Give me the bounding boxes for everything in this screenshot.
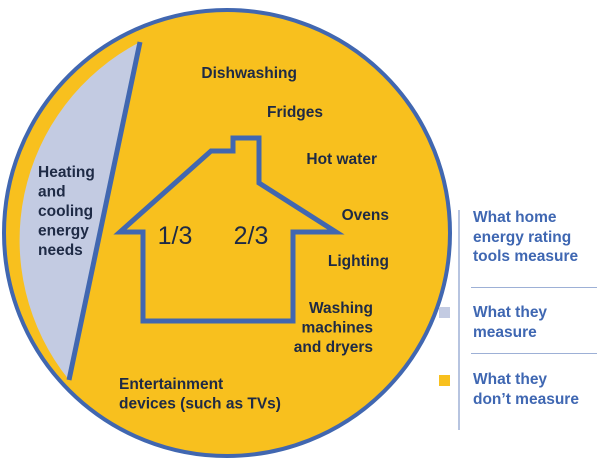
fraction-unmeasured: 2/3 bbox=[234, 222, 269, 250]
legend-swatch-unmeasured bbox=[439, 375, 450, 386]
measured-item-line: needs bbox=[38, 242, 83, 259]
unmeasured-item-line: Lighting bbox=[328, 253, 389, 270]
unmeasured-items: Dishwashing Fridges Hot water Ovens Lighting… bbox=[119, 65, 389, 413]
unmeasured-item-line: Entertainment bbox=[119, 376, 223, 393]
unmeasured-item-line: Dishwashing bbox=[201, 65, 297, 82]
fraction-measured: 1/3 bbox=[158, 222, 193, 250]
house-icon bbox=[113, 135, 345, 324]
legend-separator bbox=[471, 353, 597, 354]
pie-slices bbox=[2, 8, 452, 458]
legend-label-line: What they bbox=[473, 371, 548, 388]
legend-title-line: energy rating bbox=[473, 228, 572, 246]
legend-title-line: tools measure bbox=[473, 248, 579, 265]
measured-items: Heating and cooling energy needs bbox=[38, 164, 95, 259]
measured-item-line: energy bbox=[38, 223, 89, 240]
unmeasured-item-line: devices (such as TVs) bbox=[119, 396, 281, 413]
pie-outline bbox=[2, 8, 452, 458]
measured-item-line: and bbox=[38, 184, 66, 201]
unmeasured-item-line: machines bbox=[301, 320, 373, 337]
legend-title-line: What home bbox=[473, 209, 557, 226]
unmeasured-item-line: and dryers bbox=[294, 339, 373, 356]
legend-label-line: What they bbox=[473, 304, 548, 321]
pie-divider-line bbox=[66, 41, 143, 381]
measured-item-line: Heating bbox=[38, 164, 95, 181]
pie-slice-measured bbox=[19, 42, 140, 380]
legend-label-line: measure bbox=[473, 323, 537, 341]
unmeasured-item-line: Washing bbox=[309, 300, 373, 317]
unmeasured-item-line: Ovens bbox=[342, 207, 389, 224]
measured-item-line: cooling bbox=[38, 203, 93, 220]
legend-swatch-measured bbox=[439, 307, 450, 318]
unmeasured-item-line: Fridges bbox=[267, 104, 323, 121]
legend-divider bbox=[458, 210, 460, 430]
legend-label-unmeasured: What they don’t measure bbox=[473, 370, 600, 409]
legend-separator bbox=[471, 287, 597, 288]
unmeasured-item-line: Hot water bbox=[306, 151, 377, 168]
legend-title: What home energy rating tools measure bbox=[473, 208, 600, 267]
legend-label-line: don’t measure bbox=[473, 390, 579, 408]
legend-label-measured: What they measure bbox=[473, 303, 600, 342]
